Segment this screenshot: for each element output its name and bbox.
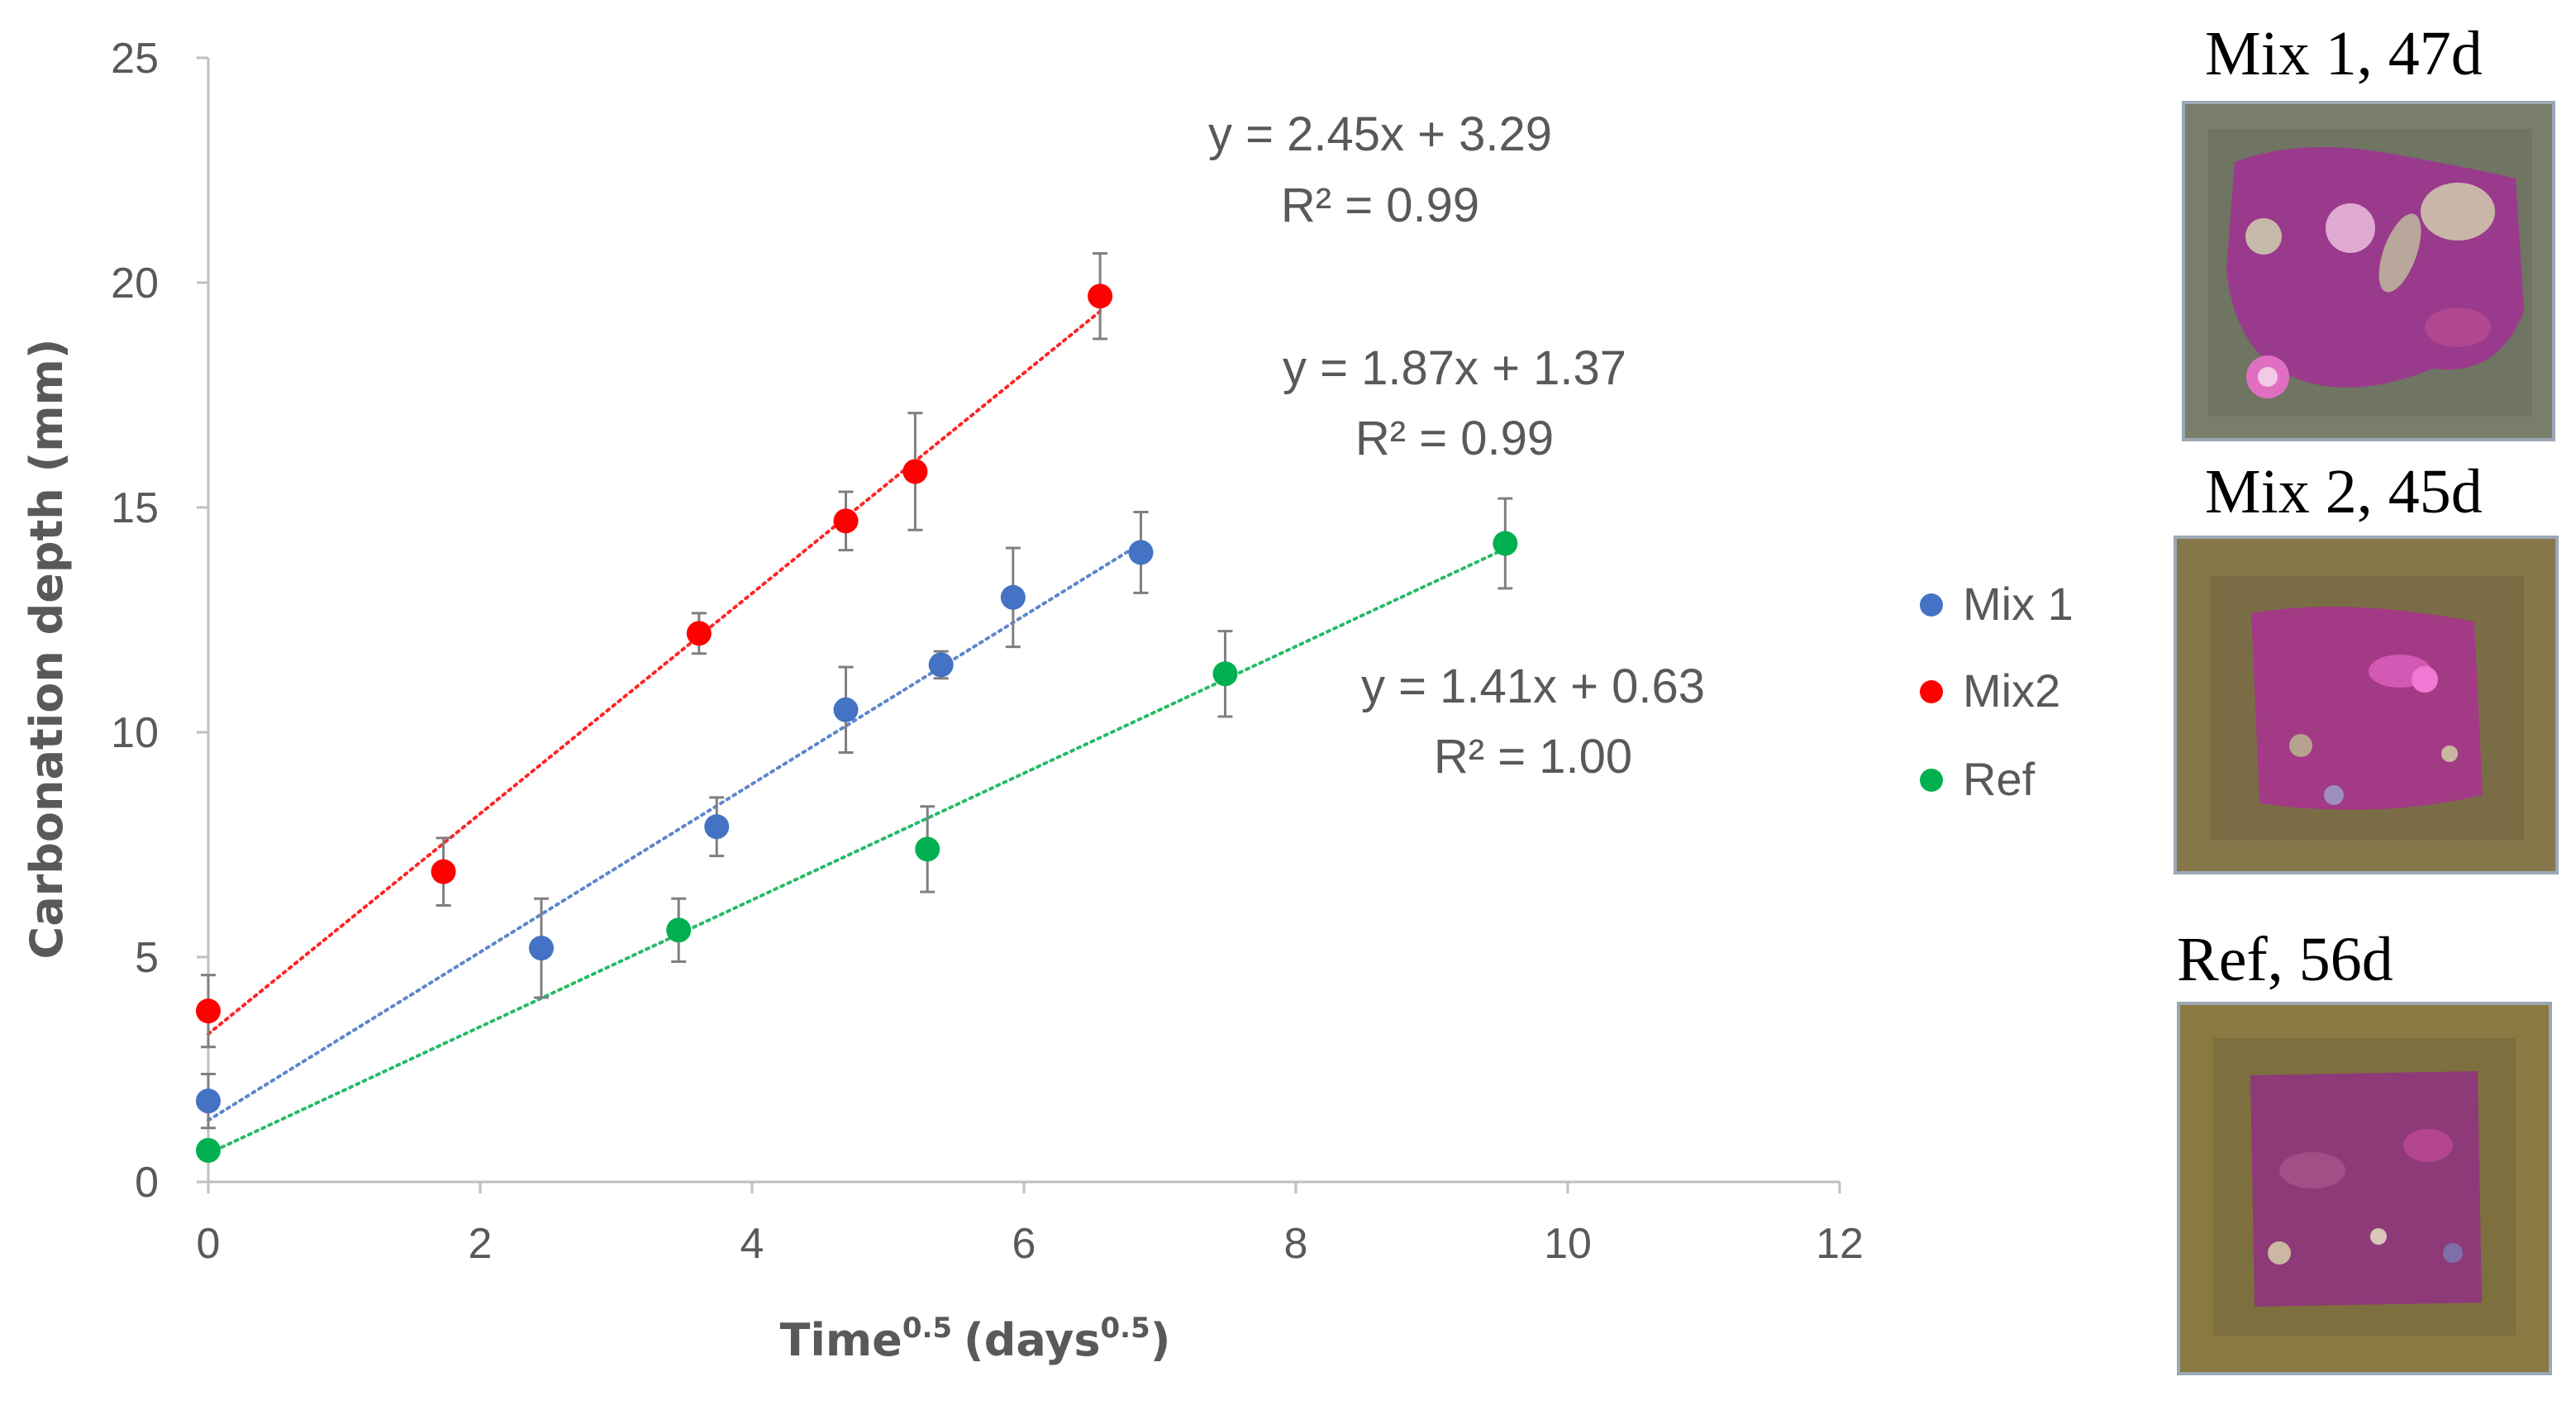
data-point-mix1 xyxy=(704,814,730,840)
legend-marker-mix2 xyxy=(1920,680,1943,703)
trendline-ref xyxy=(207,546,1507,1155)
x-tick-label: 6 xyxy=(1012,1220,1036,1268)
specimen-mix1-image xyxy=(2185,104,2552,438)
y-tick-label: 5 xyxy=(135,934,159,982)
trend-equation-mix2: y = 2.45x + 3.29 xyxy=(1208,107,1552,161)
data-point-mix2 xyxy=(686,621,712,646)
data-point-mix1 xyxy=(196,1088,221,1114)
sample-photo-ref xyxy=(2177,1002,2552,1375)
sample-photo-mix1 xyxy=(2182,101,2555,441)
data-point-ref xyxy=(196,1137,221,1163)
x-tick-label: 10 xyxy=(1544,1220,1592,1268)
carbonation-chart: 0 5 10 15 20 25 0 2 4 6 8 10 12 y = 1.87x + 1.37 R² =… xyxy=(21,35,2074,1366)
x-tick-label: 2 xyxy=(469,1220,493,1268)
y-tick-label: 25 xyxy=(111,35,159,83)
y-tick-label: 0 xyxy=(135,1159,159,1207)
specimen-ref-image xyxy=(2180,1005,2549,1372)
trend-equation-mix1: y = 1.87x + 1.37 xyxy=(1283,341,1626,395)
legend-label-mix2: Mix2 xyxy=(1963,665,2060,717)
legend: Mix 1 Mix2 Ref xyxy=(1920,578,2074,805)
data-point-mix1 xyxy=(928,652,954,678)
axes: 0 5 10 15 20 25 0 2 4 6 8 10 12 xyxy=(111,35,1864,1268)
data-point-mix2 xyxy=(1088,283,1113,309)
legend-marker-ref xyxy=(1920,769,1943,792)
sample-title-mix1: Mix 1, 47d xyxy=(2205,19,2483,88)
y-tick-label: 10 xyxy=(111,709,159,757)
x-tick-label: 12 xyxy=(1816,1220,1864,1268)
trend-equations: y = 1.87x + 1.37 R² = 0.99 y = 2.45x + 3.2… xyxy=(1208,107,1705,784)
y-tick-label: 20 xyxy=(111,260,159,307)
data-points xyxy=(196,283,1518,1163)
x-axis-title: Time0.5 (days0.5) xyxy=(780,1312,1171,1366)
data-point-mix2 xyxy=(902,459,928,484)
sample-title-mix2: Mix 2, 45d xyxy=(2205,457,2483,526)
legend-label-mix1: Mix 1 xyxy=(1963,578,2074,630)
data-point-mix1 xyxy=(529,936,555,961)
trend-r2-ref: R² = 1.00 xyxy=(1434,730,1632,784)
data-point-ref xyxy=(915,836,940,862)
x-tick-label: 0 xyxy=(197,1220,221,1268)
x-tick-label: 4 xyxy=(740,1220,764,1268)
data-point-ref xyxy=(1493,531,1518,556)
trend-r2-mix2: R² = 0.99 xyxy=(1281,179,1479,232)
y-axis-title: Carbonation depth (mm) xyxy=(21,339,73,960)
trendlines xyxy=(207,309,1507,1155)
x-tick-label: 8 xyxy=(1284,1220,1308,1268)
data-point-mix1 xyxy=(1000,584,1026,610)
data-point-mix1 xyxy=(833,697,859,722)
legend-label-ref: Ref xyxy=(1963,753,2036,805)
data-point-ref xyxy=(666,917,692,943)
trend-equation-ref: y = 1.41x + 0.63 xyxy=(1361,660,1705,713)
legend-marker-mix1 xyxy=(1920,593,1943,617)
trendline-mix1 xyxy=(207,541,1143,1122)
data-point-mix2 xyxy=(196,998,221,1024)
data-point-ref xyxy=(1212,661,1238,687)
trendline-mix2 xyxy=(207,309,1102,1036)
data-point-mix2 xyxy=(833,508,859,534)
data-point-mix1 xyxy=(1128,540,1154,565)
sample-title-ref: Ref, 56d xyxy=(2177,925,2393,994)
trend-r2-mix1: R² = 0.99 xyxy=(1355,412,1554,465)
data-point-mix2 xyxy=(431,859,456,884)
sample-photo-mix2 xyxy=(2174,536,2559,874)
y-tick-label: 15 xyxy=(111,484,159,532)
specimen-mix2-image xyxy=(2177,539,2555,871)
